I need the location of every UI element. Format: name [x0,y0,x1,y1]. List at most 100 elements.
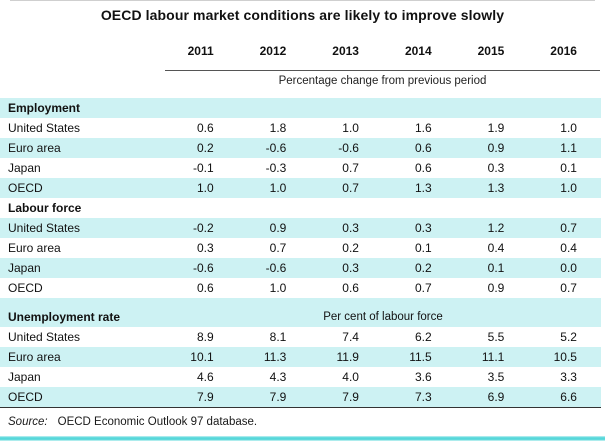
section-header-label: Labour force [8,201,82,215]
value-cell: 0.0 [560,261,577,275]
column-header-rule [165,70,600,71]
row-label: OECD [8,181,43,195]
section-spacer [0,298,601,307]
row-label: Japan [8,261,41,275]
value-cell: 0.2 [414,261,432,275]
value-cell: 1.6 [414,121,432,135]
corner-cell [0,43,165,59]
value-cell: 8.9 [196,330,214,344]
value-cell: 0.6 [414,141,432,155]
value-cell: 0.7 [269,241,287,255]
row-label: Euro area [8,350,61,364]
value-cell: 1.0 [560,121,577,135]
value-cell: 1.1 [560,141,577,155]
data-row-united-states: United States -0.2 0.9 0.3 0.3 1.2 0.7 [0,218,601,238]
value-cell: 1.3 [414,181,432,195]
source-label: Source: [8,416,48,428]
value-cell: 11.1 [481,350,505,364]
value-cell: 1.0 [269,181,287,195]
value-cell: 0.1 [414,241,432,255]
data-row-oecd: OECD 1.0 1.0 0.7 1.3 1.3 1.0 [0,178,601,198]
value-cell: 1.2 [487,221,505,235]
data-row-united-states: United States 0.6 1.8 1.0 1.6 1.9 1.0 [0,118,601,138]
year-column-header: 2014 [404,44,432,58]
value-cell: -0.6 [192,261,214,275]
data-row-euro-area: Euro area 0.2 -0.6 -0.6 0.6 0.9 1.1 [0,138,601,158]
value-cell: 1.0 [560,181,577,195]
value-cell: 3.3 [560,370,577,384]
value-cell: 4.6 [196,370,214,384]
value-cell: 3.5 [487,370,505,384]
value-cell: 0.2 [342,241,359,255]
source-line: Source: OECD Economic Outlook 97 database… [8,416,605,429]
data-row-japan: Japan -0.6 -0.6 0.3 0.2 0.1 0.0 [0,258,601,278]
value-cell: 7.4 [342,330,359,344]
row-label: Euro area [8,241,61,255]
data-row-oecd: OECD 7.9 7.9 7.9 7.3 6.9 6.6 [0,387,601,407]
value-cell: 0.7 [560,221,577,235]
section-header-label: Employment [8,101,81,115]
table-body: Employment United States 0.6 1.8 1.0 1.6 1.9 1.… [0,98,605,407]
value-cell: 5.5 [487,330,505,344]
value-cell: 7.3 [414,390,432,404]
table-bottom-rule [0,407,601,408]
value-cell: 1.0 [196,181,214,195]
header-unit-note: Percentage change from previous period [278,75,487,87]
section-header-row: Employment [0,98,601,118]
section-header-row: Unemployment rate Per cent of labour forc… [0,307,601,327]
year-column-header: 2012 [259,44,287,58]
value-cell: -0.6 [265,261,287,275]
value-cell: 4.3 [269,370,287,384]
row-label: OECD [8,390,43,404]
value-cell: 7.9 [342,390,359,404]
row-label: United States [8,121,81,135]
value-cell: 1.0 [342,121,359,135]
row-label: Euro area [8,141,61,155]
value-cell: 0.7 [342,161,359,175]
row-label: Japan [8,161,41,175]
value-cell: 0.9 [487,141,505,155]
year-column-header: 2013 [332,44,359,58]
value-cell: -0.3 [265,161,287,175]
value-cell: 0.7 [560,281,577,295]
row-label: United States [8,330,81,344]
value-cell: -0.1 [192,161,214,175]
row-label: Japan [8,370,41,384]
value-cell: 0.6 [342,281,359,295]
value-cell: 1.3 [487,181,505,195]
value-cell: 10.5 [553,350,577,364]
value-cell: 0.4 [560,241,577,255]
value-cell: 6.9 [487,390,505,404]
data-row-oecd: OECD 0.6 1.0 0.6 0.7 0.9 0.7 [0,278,601,298]
row-label: OECD [8,281,43,295]
source-text: OECD Economic Outlook 97 database. [57,416,258,428]
value-cell: 5.2 [560,330,577,344]
value-cell: 0.6 [196,121,214,135]
value-cell: 0.1 [560,161,577,175]
value-cell: 1.8 [269,121,287,135]
value-cell: 3.6 [414,370,432,384]
section-header-row: Labour force [0,198,601,218]
value-cell: -0.2 [192,221,214,235]
table-title: OECD labour market conditions are likely… [100,7,505,23]
value-cell: 0.3 [414,221,432,235]
value-cell: 0.6 [414,161,432,175]
value-cell: 1.9 [487,121,505,135]
data-row-japan: Japan -0.1 -0.3 0.7 0.6 0.3 0.1 [0,158,601,178]
value-cell: 0.3 [196,241,214,255]
value-cell: 6.2 [414,330,432,344]
value-cell: 10.1 [190,350,214,364]
value-cell: 1.0 [269,281,287,295]
value-cell: -0.6 [265,141,287,155]
value-cell: 11.5 [409,350,432,364]
value-cell: 11.9 [336,350,359,364]
value-cell: 4.0 [342,370,359,384]
value-cell: 0.9 [487,281,505,295]
section-header-label: Unemployment rate [8,310,121,324]
year-column-header: 2015 [477,44,505,58]
value-cell: 7.9 [196,390,214,404]
value-cell: 0.6 [196,281,214,295]
value-cell: 0.3 [342,261,359,275]
data-row-united-states: United States 8.9 8.1 7.4 6.2 5.5 5.2 [0,327,601,347]
